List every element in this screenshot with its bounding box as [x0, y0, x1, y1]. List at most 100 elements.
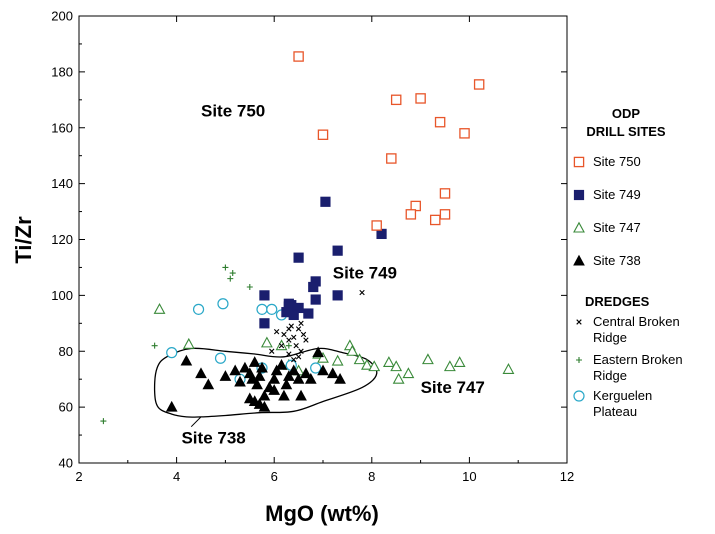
- data-point: [243, 392, 256, 404]
- legend-label: Site 749: [593, 187, 641, 202]
- data-point: [195, 367, 207, 379]
- data-point: [286, 337, 292, 343]
- data-point: [281, 331, 287, 338]
- data-point: [421, 353, 434, 365]
- data-point: [298, 348, 304, 354]
- data-point: [263, 381, 276, 393]
- legend-label: Ridge: [593, 368, 627, 383]
- data-point: [300, 331, 307, 338]
- data-point: [308, 281, 319, 293]
- data-point: [453, 356, 466, 367]
- data-point: [280, 378, 293, 390]
- data-point: [317, 351, 329, 363]
- data-point: [291, 334, 297, 340]
- data-point: [153, 302, 166, 314]
- y-tick-label: 120: [51, 232, 73, 247]
- data-point: [415, 93, 426, 104]
- legend-group-title: DRILL SITES: [586, 124, 666, 139]
- legend-label: Site 738: [593, 253, 641, 268]
- data-point: [259, 318, 270, 329]
- x-tick-label: 8: [368, 469, 375, 484]
- data-point: [182, 337, 195, 349]
- data-point: [258, 400, 271, 412]
- legend-label: Kerguelen: [593, 388, 652, 403]
- data-point: [332, 290, 343, 301]
- data-point: [214, 352, 227, 364]
- data-point: [360, 358, 373, 370]
- legend-label: Site 747: [593, 220, 641, 235]
- x-tick-label: 10: [462, 469, 476, 484]
- data-point: [371, 220, 382, 231]
- data-point: [368, 360, 381, 372]
- data-point: [229, 364, 242, 376]
- legend-label: Site 750: [593, 154, 641, 169]
- data-point: [227, 275, 234, 282]
- data-point: [256, 303, 268, 315]
- data-point: [288, 323, 294, 329]
- legend-marker: [573, 390, 585, 402]
- data-point: [502, 363, 515, 374]
- x-tick-label: 2: [75, 469, 82, 484]
- site-label: Site 750: [201, 102, 265, 121]
- data-point: [303, 337, 309, 343]
- axes: 2 4 6 8 10 12 40 60 80 100 120 140 160 180 200: [51, 9, 574, 485]
- data-point: [346, 344, 359, 356]
- data-point: [295, 326, 302, 332]
- data-point: [353, 353, 366, 365]
- data-point: [295, 389, 307, 401]
- legend-label: Ridge: [593, 330, 627, 345]
- data-point: [278, 389, 290, 401]
- data-point: [429, 214, 441, 226]
- data-point: [259, 290, 270, 301]
- legend-group-title: ODP: [612, 106, 641, 121]
- data-point: [256, 361, 268, 373]
- legend-label: Plateau: [593, 404, 637, 419]
- data-point: [303, 308, 314, 319]
- data-point: [326, 367, 339, 379]
- data-point: [293, 51, 304, 62]
- data-point: [282, 370, 295, 381]
- data-point: [100, 418, 107, 425]
- x-axis-title: MgO (wt%): [265, 501, 379, 526]
- legend-marker: [573, 156, 585, 168]
- data-point: [180, 354, 193, 366]
- data-point: [278, 342, 285, 349]
- annotations: Site 750 Site 749 Site 747 Site 738: [153, 102, 485, 447]
- data-point: [332, 245, 343, 256]
- y-tick-label: 60: [59, 400, 73, 415]
- data-point: [434, 116, 446, 128]
- data-point: [165, 400, 178, 412]
- x-tick-label: 4: [173, 469, 180, 484]
- data-point: [151, 342, 158, 349]
- data-point: [402, 367, 415, 379]
- data-point: [382, 356, 395, 367]
- y-axis-title: Ti/Zr: [11, 216, 36, 264]
- site-label: Site 738: [181, 428, 245, 447]
- data-point: [291, 356, 297, 363]
- data-point: [285, 342, 292, 349]
- data-point: [295, 354, 302, 360]
- data-point: [392, 372, 405, 384]
- y-tick-label: 160: [51, 120, 73, 135]
- data-point: [310, 362, 322, 374]
- legend-marker: [576, 319, 582, 325]
- legend-group-title: DREDGES: [585, 294, 650, 309]
- data-point: [359, 289, 365, 296]
- data-point: [287, 364, 300, 376]
- data-point: [251, 378, 263, 390]
- data-point: [459, 128, 470, 139]
- legend-label: Eastern Broken: [593, 352, 683, 367]
- data-point: [390, 94, 402, 106]
- legend-label: Central Broken: [593, 314, 680, 329]
- x-tick-label: 6: [271, 469, 278, 484]
- data-point: [192, 303, 205, 315]
- data-point: [390, 360, 403, 372]
- x-tick-label: 12: [560, 469, 574, 484]
- data-point: [439, 209, 451, 220]
- data-point: [300, 367, 312, 379]
- data-point: [405, 209, 417, 220]
- data-point: [253, 370, 266, 381]
- data-point: [266, 303, 278, 315]
- data-point: [202, 378, 215, 390]
- y-tick-label: 80: [59, 344, 73, 359]
